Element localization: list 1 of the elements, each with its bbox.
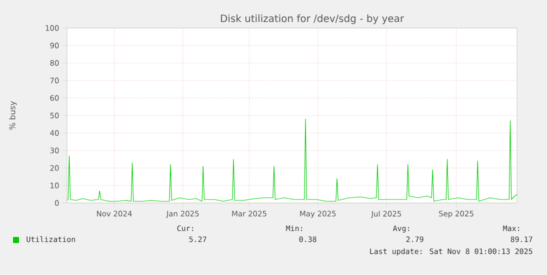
chart-title: Disk utilization for /dev/sdg - by year <box>220 14 404 24</box>
